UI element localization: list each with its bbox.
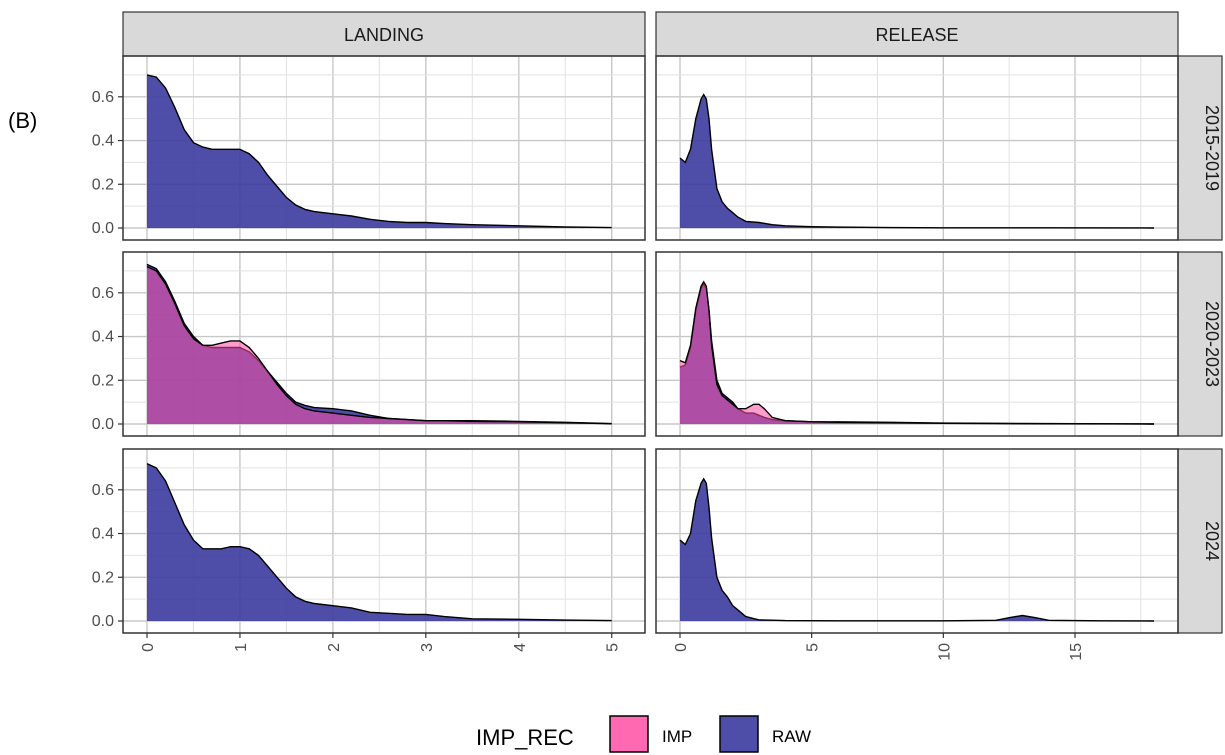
panel-release-2015-2019	[655, 55, 1179, 241]
density-area-raw	[680, 478, 1154, 621]
y-tick-label: 0.6	[92, 285, 114, 302]
y-tick-label: 0.4	[92, 133, 114, 150]
panel-border	[122, 55, 646, 241]
strip-label-2015-2019: 2015-2019	[1202, 105, 1222, 191]
panel-border	[122, 448, 646, 634]
density-line-imp	[679, 280, 1155, 425]
x-tick-label: 5	[805, 643, 822, 652]
panel-border	[655, 251, 1179, 437]
y-tick-label: 0.2	[92, 176, 114, 193]
legend-label-raw: RAW	[772, 727, 811, 746]
density-area-raw	[147, 74, 612, 229]
y-tick-label: 0.2	[92, 569, 114, 586]
strip-label-2024: 2024	[1202, 521, 1222, 561]
legend: IMP_REC IMP RAW	[476, 715, 811, 753]
strip-2015-2019	[1177, 55, 1223, 241]
panel-release-2020-2023	[655, 251, 1179, 437]
x-tick-label: 10	[936, 643, 953, 661]
strip-label-2020-2023: 2020-2023	[1202, 301, 1222, 387]
panel-landing-2024: 0.0 0.2 0.4 0.6 0 1 2 3 4 5	[92, 448, 646, 652]
x-tick-label: 1	[233, 643, 250, 652]
legend-swatch-raw	[719, 715, 759, 753]
strip-2024	[1177, 448, 1223, 634]
density-area-raw	[680, 284, 1154, 424]
density-area-imp	[680, 281, 1154, 424]
y-tick-label: 0.4	[92, 526, 114, 543]
density-line-raw	[146, 462, 612, 622]
x-tick-label: 2	[326, 643, 343, 652]
facet-panels: LANDING RELEASE2015-20192020-202320240.00…	[92, 11, 1223, 661]
panel-label: (B)	[8, 108, 37, 133]
density-line-imp	[146, 265, 612, 425]
panel-release-2024: 0 5 10 15	[655, 448, 1179, 661]
x-tick-label: 0	[673, 643, 690, 652]
density-area-raw	[680, 94, 1154, 228]
strip-release	[655, 11, 1179, 57]
legend-swatch-imp	[609, 715, 649, 753]
panel-border	[655, 448, 1179, 634]
density-line-raw	[679, 282, 1155, 425]
y-tick-label: 0.6	[92, 89, 114, 106]
density-line-raw	[146, 74, 612, 229]
panel-border	[655, 55, 1179, 241]
density-area-imp	[147, 266, 612, 424]
panel-border	[122, 251, 646, 437]
legend-title: IMP_REC	[476, 725, 574, 750]
y-tick-label: 0.0	[92, 220, 114, 237]
strip-label-landing: LANDING	[344, 25, 424, 45]
x-tick-label: 4	[512, 643, 529, 652]
strip-label-release: RELEASE	[875, 25, 958, 45]
x-tick-label: 15	[1068, 643, 1085, 661]
y-tick-label: 0.0	[92, 613, 114, 630]
strip-2020-2023	[1177, 251, 1223, 437]
density-line-raw	[679, 93, 1155, 229]
strip-landing	[122, 11, 646, 57]
x-tick-label: 5	[605, 643, 622, 652]
x-tick-label: 3	[419, 643, 436, 652]
y-tick-label: 0.4	[92, 329, 114, 346]
density-area-raw	[147, 463, 612, 621]
legend-label-imp: IMP	[662, 727, 692, 746]
panel-landing-2015-2019: 0.0 0.2 0.4 0.6	[92, 55, 646, 241]
panel-landing-2020-2023: 0.0 0.2 0.4 0.6	[92, 251, 646, 437]
y-tick-label: 0.2	[92, 372, 114, 389]
y-tick-label: 0.0	[92, 416, 114, 433]
y-tick-label: 0.6	[92, 482, 114, 499]
density-line-raw	[679, 477, 1155, 622]
x-tick-label: 0	[140, 643, 157, 652]
